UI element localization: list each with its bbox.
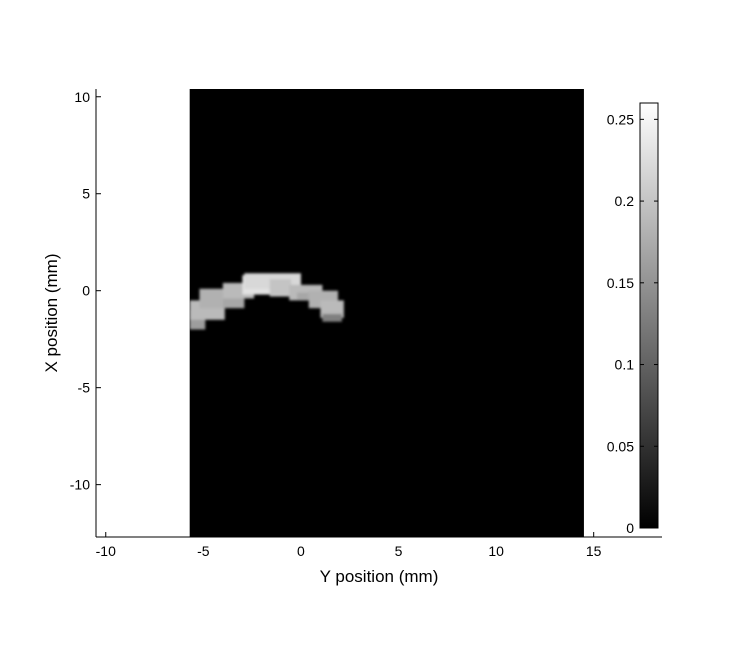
colorbar-tick-label: 0.1 xyxy=(615,357,635,373)
colorbar-ticks: 0 0.05 0.1 0.15 0.2 0.25 xyxy=(607,102,659,536)
x-tick-label: 10 xyxy=(488,543,504,559)
y-axis-ticks: 10 5 0 -5 -10 xyxy=(70,89,101,493)
colorbar-frame xyxy=(639,102,659,529)
x-tick-label: -10 xyxy=(96,543,116,559)
heatmap-image xyxy=(189,89,584,537)
x-axis-label: Y position (mm) xyxy=(320,567,439,586)
heatmap-cells xyxy=(189,273,344,330)
x-tick-label: 15 xyxy=(586,543,602,559)
y-tick-label: 5 xyxy=(82,186,90,202)
x-tick-label: 0 xyxy=(297,543,305,559)
colorbar-tick-label: 0.15 xyxy=(607,275,634,291)
y-tick-label: 10 xyxy=(74,89,90,105)
main-axes: -10 -5 0 5 10 15 10 5 0 -5 -10 Y position (mm) X … xyxy=(42,89,662,586)
x-tick-label: -5 xyxy=(197,543,210,559)
y-axis-label: X position (mm) xyxy=(42,253,61,372)
x-tick-label: 5 xyxy=(395,543,403,559)
x-axis-ticks: -10 -5 0 5 10 15 xyxy=(96,532,602,559)
colorbar: 0 0.05 0.1 0.15 0.2 0.25 xyxy=(607,102,659,536)
colorbar-gradient xyxy=(640,103,658,528)
colorbar-tick-label: 0.05 xyxy=(607,438,634,454)
heatmap-cell xyxy=(297,292,321,301)
axis-lines xyxy=(95,89,662,538)
heatmap-cell xyxy=(269,279,292,297)
y-tick-label: -10 xyxy=(70,477,90,493)
colorbar-tick-label: 0.25 xyxy=(607,111,634,127)
heatmap-cell xyxy=(320,300,344,318)
heatmap-cell xyxy=(199,288,225,309)
colorbar-tick-label: 0 xyxy=(626,520,634,536)
y-tick-label: 0 xyxy=(82,283,90,299)
heatmap-cell xyxy=(322,313,342,322)
y-tick-label: -5 xyxy=(78,380,91,396)
colorbar-tick-label: 0.2 xyxy=(615,193,635,209)
